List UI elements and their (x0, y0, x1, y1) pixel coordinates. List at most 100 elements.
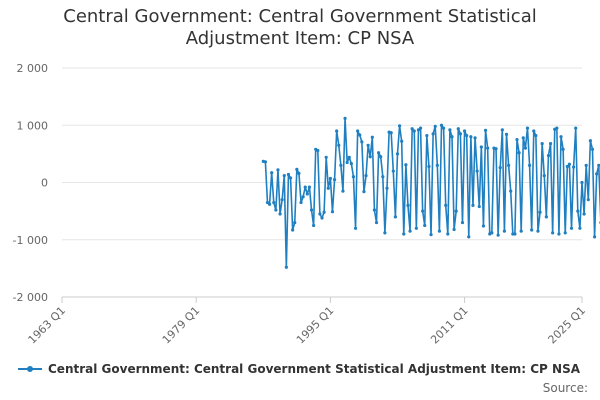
x-tick-label: 2025 Q1 (546, 304, 589, 347)
data-point (534, 133, 538, 138)
data-point (517, 151, 521, 155)
data-point (297, 171, 301, 175)
data-point (475, 169, 479, 173)
data-point (274, 208, 278, 212)
data-point (523, 146, 527, 150)
data-point (465, 133, 469, 138)
data-point (444, 203, 448, 207)
data-point (324, 155, 328, 159)
data-point (481, 224, 486, 228)
data-point (393, 215, 397, 219)
data-point (538, 210, 542, 214)
data-point (597, 163, 600, 167)
data-point (383, 231, 387, 235)
data-point (483, 128, 488, 132)
data-point (462, 129, 467, 133)
x-tick-label: 1979 Q1 (160, 304, 203, 347)
data-point (372, 208, 377, 212)
data-point (291, 228, 295, 232)
data-point (473, 136, 477, 140)
data-point (353, 226, 358, 230)
data-point (469, 135, 473, 139)
data-point (448, 128, 452, 132)
data-point (391, 169, 395, 173)
data-point (408, 229, 412, 233)
data-point (433, 124, 437, 128)
data-point (450, 135, 454, 139)
data-point (345, 160, 349, 165)
x-tick-label: 1963 Q1 (26, 304, 69, 347)
data-point (368, 155, 372, 159)
x-tick-label: 1995 Q1 (294, 304, 337, 347)
data-point (559, 135, 563, 139)
data-point (305, 192, 309, 196)
chart-title: Central Government: Central Government S… (0, 6, 600, 50)
data-point (381, 175, 385, 179)
data-point (418, 126, 423, 130)
data-point (320, 216, 324, 220)
data-point (307, 185, 312, 189)
data-point (301, 195, 305, 199)
data-point (295, 167, 299, 171)
data-point (437, 229, 442, 233)
data-point (580, 180, 584, 185)
data-point (280, 198, 284, 202)
data-point (423, 223, 427, 228)
data-point (267, 202, 272, 206)
data-point (542, 174, 546, 178)
legend[interactable]: Central Government: Central Government S… (18, 362, 580, 376)
data-point (502, 229, 507, 233)
data-point (362, 190, 366, 194)
data-point (527, 163, 532, 167)
data-point (343, 116, 347, 120)
data-point (546, 153, 551, 158)
data-point (337, 143, 341, 147)
legend-swatch-icon (18, 364, 42, 374)
data-point (557, 232, 561, 236)
data-point (364, 174, 368, 178)
data-point (544, 215, 548, 219)
data-point (548, 141, 553, 146)
data-point (467, 235, 471, 239)
y-tick-label: 2 000 (17, 62, 49, 75)
source-label: Source: (542, 381, 588, 395)
data-point (561, 147, 565, 151)
data-point (595, 172, 599, 176)
data-point (435, 163, 439, 167)
data-point (303, 185, 307, 189)
data-point (360, 140, 364, 144)
data-point (439, 123, 444, 127)
data-point (525, 126, 530, 130)
data-point (592, 235, 597, 239)
data-point (282, 174, 286, 178)
data-point (586, 198, 590, 202)
data-point (377, 151, 381, 155)
data-point (263, 160, 267, 164)
x-tick-label: 2011 Q1 (428, 304, 471, 347)
data-point (540, 141, 544, 146)
data-point (358, 133, 362, 137)
data-point (584, 163, 588, 167)
data-point (286, 172, 291, 177)
data-point (532, 129, 536, 133)
data-point (339, 163, 343, 167)
data-point (521, 136, 525, 140)
data-point (456, 127, 460, 131)
data-point (513, 232, 517, 236)
data-point (299, 200, 303, 205)
data-point (366, 143, 370, 147)
data-point (309, 208, 314, 212)
data-point (351, 175, 356, 179)
data-point (479, 145, 483, 149)
data-point (395, 152, 400, 156)
data-point (406, 203, 410, 207)
data-point (326, 186, 330, 190)
y-tick-label: -1 000 (13, 234, 48, 247)
data-point (486, 146, 490, 150)
data-point (496, 233, 500, 237)
data-point (335, 129, 339, 133)
data-point (578, 226, 582, 230)
data-point (530, 228, 534, 232)
data-point (507, 163, 511, 167)
